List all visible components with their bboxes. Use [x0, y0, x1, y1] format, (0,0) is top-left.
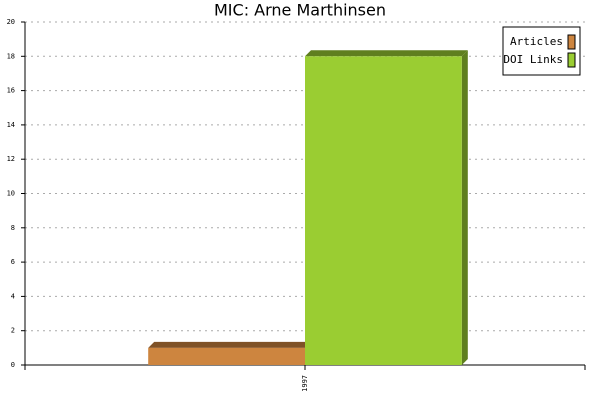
y-tick-label: 12	[7, 155, 15, 163]
chart-title: MIC: Arne Marthinsen	[214, 1, 386, 20]
y-tick-label: 14	[7, 121, 15, 129]
y-tick-label: 2	[11, 327, 15, 335]
legend-label: Articles	[510, 35, 563, 48]
bar-side	[461, 50, 468, 366]
legend-swatch	[567, 34, 576, 50]
legend: Articles DOI Links	[502, 26, 581, 76]
y-tick-label: 6	[11, 258, 15, 266]
y-tick-label: 4	[11, 292, 15, 300]
legend-label: DOI Links	[503, 53, 563, 66]
y-tick-label: 20	[7, 18, 15, 26]
y-tick-label: 16	[7, 87, 15, 95]
x-tick-label: 1997	[301, 375, 309, 392]
y-tick-label: 10	[7, 190, 15, 198]
y-tick-label: 0	[11, 361, 15, 369]
bar	[148, 347, 305, 365]
legend-box	[502, 26, 581, 76]
y-tick-label: 18	[7, 52, 15, 60]
y-tick-label: 8	[11, 224, 15, 232]
bar-top	[305, 50, 468, 57]
legend-swatch	[567, 52, 576, 68]
bar	[305, 56, 462, 366]
bar-top	[148, 341, 311, 348]
